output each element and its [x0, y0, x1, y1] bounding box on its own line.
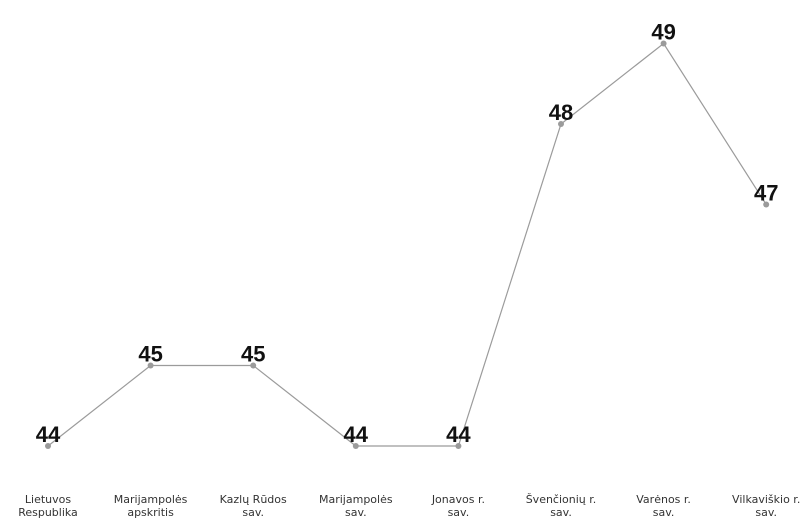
data-label: 48 — [549, 100, 573, 125]
x-tick-label: Lietuvos Respublika — [18, 493, 78, 519]
series-layer — [47, 42, 767, 447]
data-point — [763, 201, 770, 208]
data-label: 49 — [651, 20, 675, 45]
data-point — [45, 443, 51, 449]
x-tick-label: Jonavos r. sav. — [431, 493, 485, 519]
data-point — [147, 362, 154, 369]
x-tick-label: Švenčionių r. sav. — [526, 493, 597, 519]
data-labels-layer: 44 45 45 44 44 48 49 47 — [36, 20, 779, 448]
data-point — [455, 443, 462, 449]
data-point — [352, 443, 359, 449]
x-tick-label: Marijampolės apskritis — [114, 493, 188, 519]
points-layer — [45, 40, 770, 449]
series-line — [47, 42, 767, 447]
data-point — [558, 121, 564, 127]
data-label: 44 — [446, 422, 471, 447]
data-point — [660, 40, 667, 47]
data-label: 45 — [241, 342, 265, 367]
x-axis-tick-labels: Lietuvos Respublika Marijampolės apskritis K… — [18, 493, 800, 519]
data-point — [250, 362, 257, 369]
x-tick-label: Varėnos r. sav. — [636, 493, 691, 519]
x-tick-label: Kazlų Rūdos sav. — [220, 493, 287, 519]
x-tick-label: Vilkaviškio r. sav. — [732, 493, 800, 519]
data-label: 47 — [754, 181, 778, 206]
data-label: 44 — [36, 422, 61, 447]
data-label: 44 — [344, 422, 369, 447]
data-label: 45 — [138, 342, 162, 367]
x-tick-label: Marijampolės sav. — [319, 493, 393, 519]
